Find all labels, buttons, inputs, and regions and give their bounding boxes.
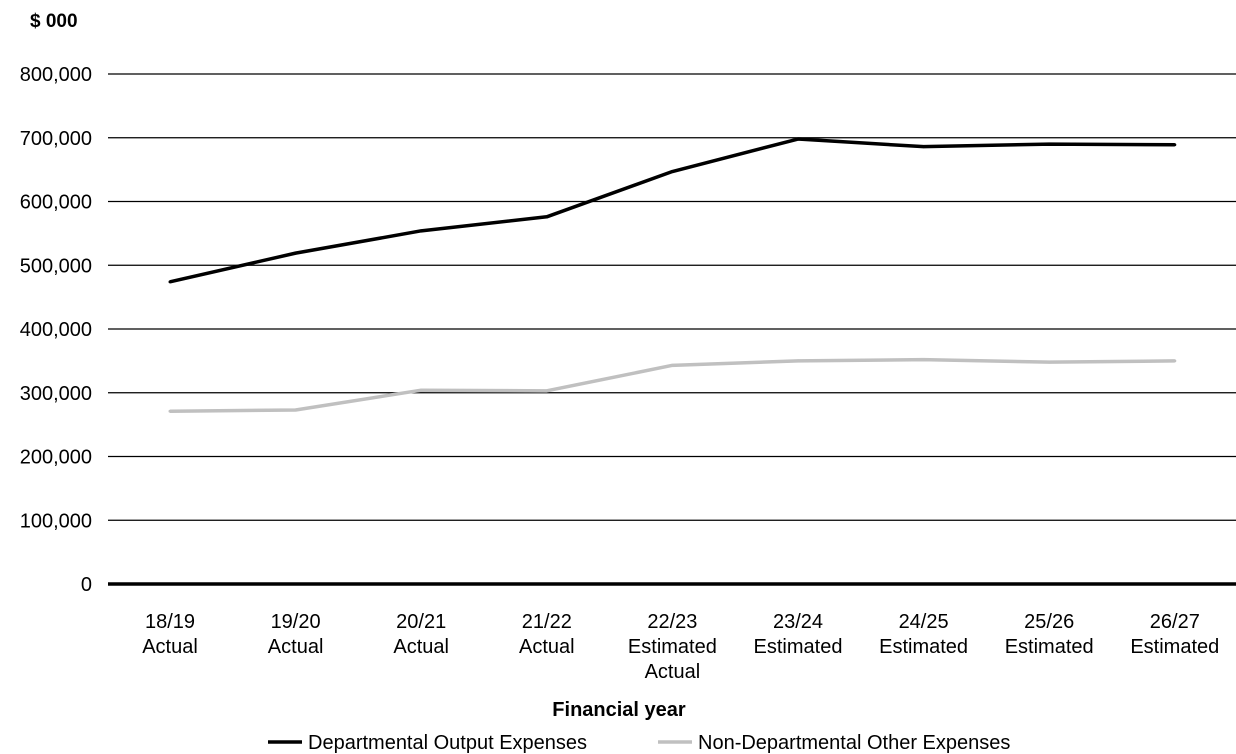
data-point	[545, 215, 549, 219]
x-tick-label: 23/24 Estimated	[754, 611, 843, 658]
data-point	[796, 359, 800, 363]
data-point	[168, 409, 172, 413]
series-line-2	[169, 357, 1175, 413]
data-point	[1047, 142, 1051, 146]
data-point	[545, 389, 549, 393]
y-tick-label: 300,000	[20, 383, 92, 405]
y-tick-label: 800,000	[20, 64, 92, 86]
data-point	[419, 388, 423, 392]
gridlines	[108, 73, 1236, 586]
data-point	[670, 170, 674, 174]
legend: Departmental Output Expenses Non-Departme…	[268, 732, 1010, 754]
x-tick-label: 22/23 Estimated Actual	[628, 611, 717, 683]
x-tick-label: 26/27 Estimated	[1130, 611, 1219, 658]
x-tick-label: 18/19 Actual	[142, 611, 198, 658]
data-point	[419, 229, 423, 233]
data-point	[294, 408, 298, 412]
legend-label-2: Non-Departmental Other Expenses	[698, 732, 1010, 754]
y-tick-label: 600,000	[20, 192, 92, 214]
series-lines	[168, 137, 1177, 413]
y-tick-label: 400,000	[20, 319, 92, 341]
data-point	[670, 363, 674, 367]
legend-label-1: Departmental Output Expenses	[308, 732, 587, 754]
y-tick-label: 200,000	[20, 447, 92, 469]
data-point	[1173, 143, 1177, 147]
x-tick-label: 21/22 Actual	[519, 611, 575, 658]
data-point	[294, 251, 298, 255]
data-point	[922, 145, 926, 149]
x-tick-label: 24/25 Estimated	[879, 611, 968, 658]
data-point	[922, 358, 926, 362]
y-tick-label: 700,000	[20, 128, 92, 150]
data-point	[1047, 360, 1051, 364]
x-tick-label: 19/20 Actual	[268, 611, 324, 658]
x-axis-title: Financial year	[552, 699, 686, 721]
data-point	[796, 137, 800, 141]
x-tick-label: 25/26 Estimated	[1005, 611, 1094, 658]
x-axis-ticks: 18/19 Actual 19/20 Actual 20/21 Actual 21/22 Ac…	[142, 611, 1219, 683]
y-tick-label: 0	[81, 574, 92, 596]
y-unit-label: $ 000	[30, 11, 78, 32]
y-axis-ticks: 0 100,000 200,000 300,000 400,000 500,000 600,…	[20, 64, 92, 596]
data-point	[1173, 359, 1177, 363]
y-tick-label: 100,000	[20, 510, 92, 532]
series-line-1	[169, 137, 1175, 284]
y-tick-label: 500,000	[20, 255, 92, 277]
data-point	[168, 280, 172, 284]
x-tick-label: 20/21 Actual	[393, 611, 449, 658]
